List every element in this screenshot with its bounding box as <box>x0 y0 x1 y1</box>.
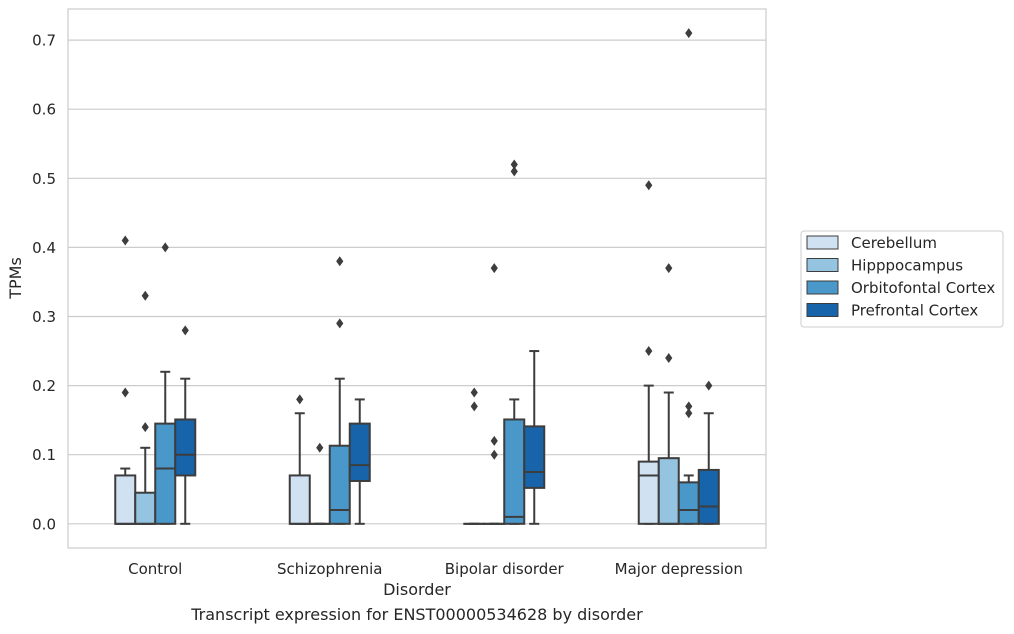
box-cerebellum <box>114 235 137 525</box>
y-tick-label: 0.0 <box>32 515 56 533</box>
outlier-point <box>181 325 189 336</box>
y-tick-label: 0.5 <box>32 170 56 188</box>
box-cerebellum <box>463 387 486 525</box>
box-iqr <box>114 474 137 525</box>
outlier-point <box>161 242 169 253</box>
box-orbitofontal-cortex <box>503 159 526 525</box>
legend-frame <box>800 230 1004 328</box>
box-orbitofontal-cortex <box>677 28 700 525</box>
box-prefrontal-cortex <box>174 325 197 525</box>
x-axis-label: Disorder <box>383 580 451 599</box>
outlier-point <box>316 442 324 453</box>
box-iqr <box>503 418 526 525</box>
box-orbitofontal-cortex <box>154 242 177 525</box>
box-iqr <box>697 468 720 525</box>
box-iqr <box>288 474 311 525</box>
outlier-point <box>685 408 693 419</box>
boxes <box>114 28 720 525</box>
box-hipppocampus <box>134 290 157 525</box>
outlier-point <box>665 352 673 363</box>
box-prefrontal-cortex <box>348 398 371 525</box>
box-orbitofontal-cortex <box>328 256 351 525</box>
box-iqr <box>328 444 351 525</box>
legend-label: Orbitofontal Cortex <box>851 279 995 297</box>
box-iqr <box>677 481 700 525</box>
outlier-point <box>665 263 673 274</box>
outlier-point <box>705 380 713 391</box>
outlier-point <box>510 159 518 170</box>
outlier-point <box>685 401 693 412</box>
box-iqr <box>523 425 546 489</box>
outlier-point <box>141 422 149 433</box>
legend: Cerebellum Hipppocampus Orbitofontal Corte… <box>800 230 1004 328</box>
outlier-point <box>470 387 478 398</box>
x-tick-label: Schizophrenia <box>277 560 382 578</box>
y-tick-label: 0.7 <box>32 32 56 50</box>
y-tick-label: 0.2 <box>32 377 56 395</box>
box-cerebellum <box>637 180 660 525</box>
box-iqr <box>348 422 371 482</box>
legend-swatch <box>806 235 839 250</box>
outlier-point <box>141 290 149 301</box>
box-iqr <box>174 418 197 477</box>
outlier-point <box>490 435 498 446</box>
outlier-point <box>121 387 129 398</box>
legend-swatch <box>806 303 839 317</box>
legend-swatch <box>806 280 839 295</box>
outlier-point <box>336 256 344 267</box>
figure-caption: Transcript expression for ENST0000053462… <box>191 605 643 624</box>
y-tick-label: 0.1 <box>32 446 56 464</box>
outlier-point <box>336 318 344 329</box>
legend-label: Cerebellum <box>851 234 937 252</box>
x-tick-labels: Control Schizophrenia Bipolar disorder Majo… <box>128 560 743 578</box>
box-hipppocampus <box>483 263 506 525</box>
outlier-point <box>645 346 653 357</box>
x-tick-label: Bipolar disorder <box>445 560 565 578</box>
plot-area-frame <box>67 8 767 549</box>
outlier-point <box>470 401 478 412</box>
y-tick-label: 0.6 <box>32 101 56 119</box>
y-axis-label: TPMs <box>6 257 25 300</box>
outlier-point <box>490 263 498 274</box>
box-cerebellum <box>288 394 311 525</box>
x-tick-label: Major depression <box>615 560 743 578</box>
box-hipppocampus <box>657 263 680 525</box>
outlier-point <box>510 166 518 177</box>
box-prefrontal-cortex <box>697 380 720 525</box>
box-iqr <box>134 491 157 525</box>
box-prefrontal-cortex <box>523 350 546 525</box>
y-tick-label: 0.3 <box>32 308 56 326</box>
box-iqr <box>637 460 660 525</box>
x-tick-label: Control <box>128 560 182 578</box>
outlier-point <box>121 235 129 246</box>
legend-label: Hipppocampus <box>851 257 963 275</box>
box-iqr <box>657 457 680 525</box>
y-tick-label: 0.4 <box>32 239 56 257</box>
y-tick-labels: 0.0 0.1 0.2 0.3 0.4 0.5 0.6 0.7 <box>32 32 56 534</box>
outlier-point <box>490 449 498 460</box>
box-iqr <box>154 422 177 525</box>
legend-label: Prefrontal Cortex <box>851 302 978 320</box>
legend-swatch <box>806 258 839 272</box>
outlier-point <box>296 394 304 405</box>
outlier-point <box>645 180 653 191</box>
box-hipppocampus <box>308 442 331 525</box>
outlier-point <box>685 28 693 39</box>
